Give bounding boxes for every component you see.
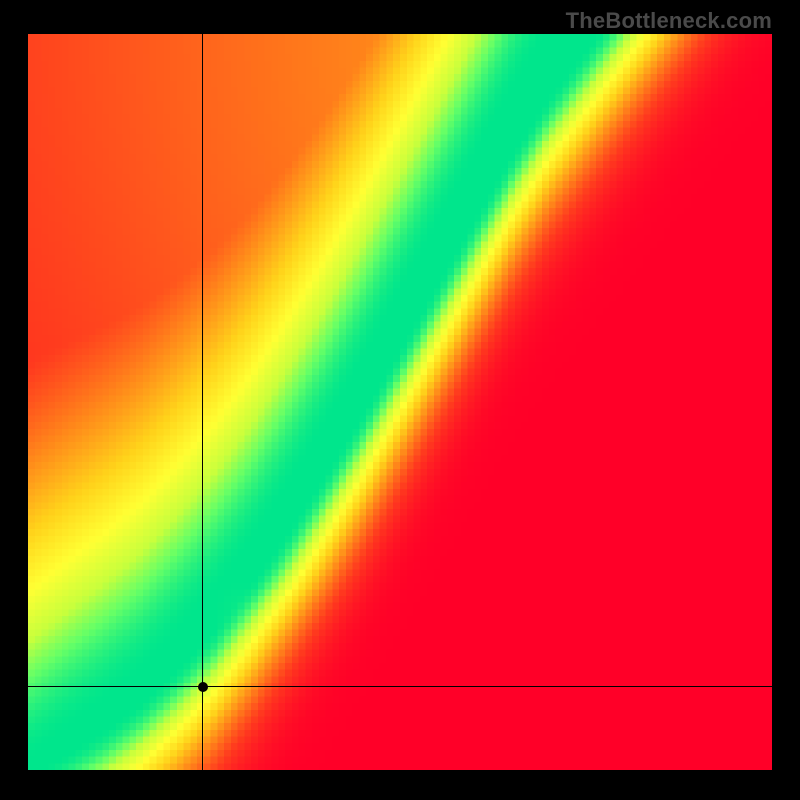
crosshair-horizontal — [28, 686, 772, 687]
figure-container: TheBottleneck.com — [0, 0, 800, 800]
crosshair-vertical — [202, 34, 203, 770]
plot-area — [28, 34, 772, 770]
selected-point-marker — [198, 682, 208, 692]
watermark-label: TheBottleneck.com — [566, 8, 772, 34]
bottleneck-heatmap — [28, 34, 772, 770]
